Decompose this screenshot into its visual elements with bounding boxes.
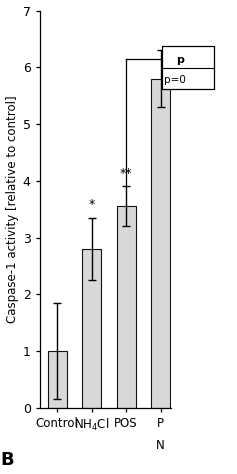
Bar xyxy=(82,249,101,408)
Y-axis label: Caspase-1 activity [relative to control]: Caspase-1 activity [relative to control] xyxy=(5,95,18,323)
Text: B: B xyxy=(0,451,14,469)
Bar xyxy=(48,351,67,408)
Bar xyxy=(151,79,170,408)
Text: *: * xyxy=(88,198,95,211)
Text: p=0: p=0 xyxy=(164,75,186,85)
Bar xyxy=(117,206,136,408)
Text: p: p xyxy=(177,55,184,65)
Text: N: N xyxy=(156,439,165,452)
Text: **: ** xyxy=(120,167,132,180)
FancyBboxPatch shape xyxy=(162,46,214,89)
